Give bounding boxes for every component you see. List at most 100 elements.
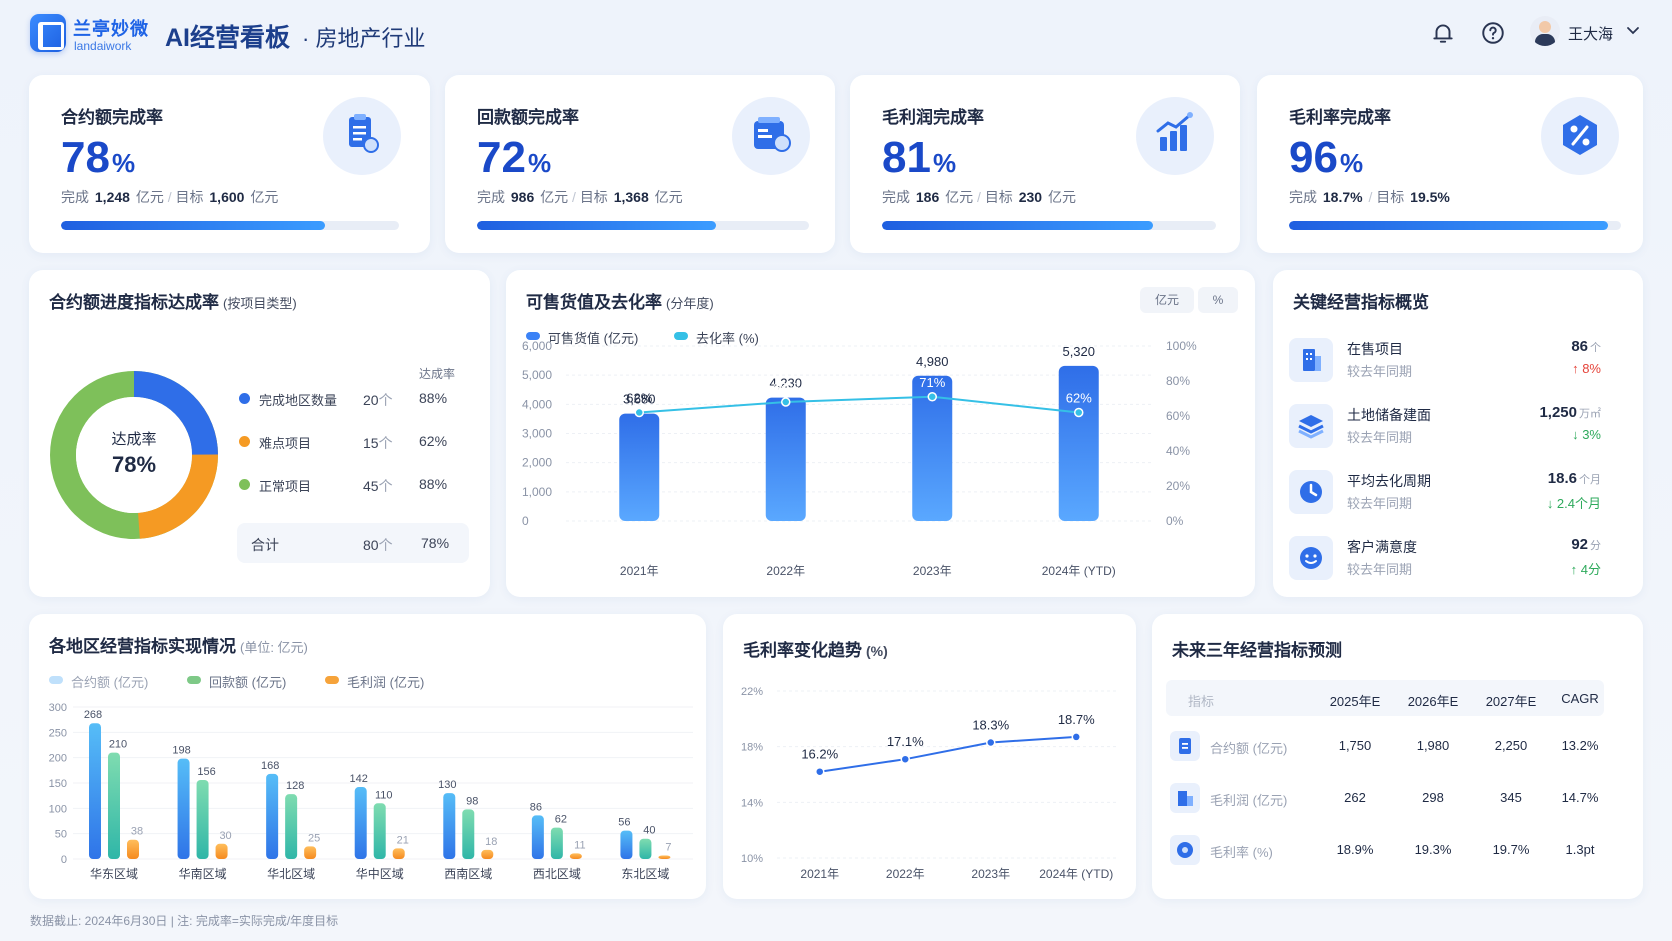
bar-value-label: 21: [397, 834, 409, 846]
metric-row-projects[interactable]: 在售项目 较去年同期 86 个 ↑ 8%: [1289, 332, 1601, 390]
rate-icon: [1170, 835, 1200, 865]
row-label: 合约额 (亿元): [1210, 741, 1288, 756]
bar-value-label: 38: [131, 826, 143, 838]
kpi-card-profit[interactable]: 毛利润完成率 81% 完成 186 亿元 / 目标 230 亿元: [850, 75, 1240, 253]
bar-value-label: 5,320: [1062, 344, 1095, 359]
x-tick-label: 2024年 (YTD): [1039, 867, 1113, 881]
kpi-detail: 完成 18.7% / 目标 19.5%: [1289, 189, 1450, 205]
line-point: [781, 397, 791, 407]
bar: [392, 848, 405, 859]
x-tick-label: 2022年: [766, 564, 805, 578]
bar-value-label: 56: [618, 817, 630, 829]
kpi-card-contract[interactable]: 合约额完成率 78% 完成 1,248 亿元 / 目标 1,600 亿元: [29, 75, 430, 253]
bar-value-label: 168: [261, 760, 279, 772]
table-cell: 19.3%: [1414, 842, 1452, 857]
bar: [177, 758, 190, 859]
y2-tick-label: 80%: [1166, 374, 1190, 388]
bar: [89, 723, 101, 859]
y2-tick-label: 0%: [1166, 514, 1184, 528]
y-tick-label: 14%: [741, 797, 763, 809]
metric-row-turnover-cycle[interactable]: 平均去化周期 较去年同期 18.6 个月 ↓ 2.4个月: [1289, 464, 1601, 522]
table-header: 指标 2025年E 2026年E 2027年E CAGR: [1166, 680, 1604, 716]
bar-value-label: 156: [197, 766, 215, 778]
metric-compare: 较去年同期: [1347, 562, 1413, 577]
kpi-value: 81%: [882, 133, 957, 182]
donut-segment-difficult: [50, 371, 218, 539]
bar: [443, 793, 456, 859]
legend-swatch: [526, 332, 540, 340]
section-title: 关键经营指标概览: [1293, 293, 1429, 312]
y-tick-label: 18%: [741, 742, 763, 754]
metric-value: 86 个: [1571, 338, 1601, 355]
metric-name: 在售项目: [1347, 341, 1403, 357]
bar: [462, 809, 475, 859]
bar: [304, 846, 317, 859]
metric-row-satisfaction[interactable]: 客户满意度 较去年同期 92 分 ↑ 4分: [1289, 530, 1601, 588]
help-icon[interactable]: [1480, 20, 1506, 46]
chevron-down-icon[interactable]: [1625, 22, 1641, 38]
metric-change: ↓ 3%: [1572, 427, 1601, 442]
y-tick-label: 100: [49, 803, 67, 815]
unit-toggle-yuan[interactable]: 亿元: [1140, 287, 1194, 313]
bell-icon[interactable]: [1430, 20, 1456, 46]
x-tick-label: 华东区域: [90, 867, 138, 881]
row-label: 毛利率 (%): [1210, 845, 1273, 860]
table-cell: 298: [1422, 790, 1444, 805]
metric-value: 18.6 个月: [1547, 470, 1601, 487]
key-metrics-card: 关键经营指标概览 在售项目 较去年同期 86 个 ↑ 8% 土地储备建面 较去年同…: [1273, 270, 1643, 597]
column-header: CAGR: [1561, 691, 1599, 706]
user-name[interactable]: 王大海: [1568, 26, 1614, 43]
bar: [196, 779, 209, 859]
smile-icon: [1289, 536, 1333, 580]
donut-center-value: 78%: [111, 452, 157, 477]
forecast-card: 未来三年经营指标预测 指标 2025年E 2026年E 2027年E CAGR …: [1152, 614, 1643, 899]
bar-value-label: 86: [530, 801, 542, 813]
user-avatar[interactable]: [1530, 16, 1560, 46]
page-title: AI经营看板: [165, 24, 291, 52]
legend-label: 完成地区数量: [259, 393, 338, 408]
achievement-donut-chart: [50, 371, 218, 539]
margin-line: [819, 735, 1077, 773]
wallet-icon: [732, 97, 810, 175]
y2-tick-label: 20%: [1166, 479, 1190, 493]
line-value-label: 18.7%: [1058, 712, 1095, 727]
x-tick-label: 2024年 (YTD): [1042, 564, 1116, 578]
brand-logo-icon: [30, 14, 66, 52]
kpi-title: 合约额完成率: [61, 108, 163, 127]
y-tick-label: 200: [49, 753, 67, 765]
metric-compare: 较去年同期: [1347, 364, 1413, 379]
line-value-label: 17.1%: [887, 734, 924, 749]
line-point: [900, 754, 910, 764]
legend-rate: 88%: [419, 476, 448, 492]
contract-icon: [1170, 731, 1200, 761]
kpi-title: 毛利润完成率: [882, 108, 984, 127]
y2-tick-label: 100%: [1166, 339, 1197, 353]
legend-label: 去化率 (%): [696, 331, 759, 346]
contract-document-icon: [323, 97, 401, 175]
x-tick-label: 华北区域: [267, 867, 315, 881]
bar-value-label: 130: [438, 779, 456, 791]
column-header: 指标: [1188, 694, 1215, 709]
metric-row-land-reserve[interactable]: 土地储备建面 较去年同期 1,250 万㎡ ↓ 3%: [1289, 398, 1601, 456]
unit-toggle-percent[interactable]: %: [1198, 287, 1238, 313]
section-title: 毛利率变化趋势 (%): [743, 641, 888, 660]
table-cell: 19.7%: [1492, 842, 1530, 857]
x-tick-label: 2022年: [886, 867, 925, 881]
brand-name-en: landaiwork: [74, 39, 132, 53]
x-tick-label: 西南区域: [444, 866, 492, 881]
bar-value-label: 18: [485, 836, 497, 848]
x-tick-label: 2021年: [620, 564, 659, 578]
kpi-card-margin[interactable]: 毛利率完成率 96% 完成 18.7% / 目标 19.5%: [1257, 75, 1643, 253]
donut-segment-completed: [50, 371, 218, 539]
bar: [619, 413, 660, 521]
legend-dot: [239, 479, 250, 490]
y-tick-label: 150: [49, 778, 67, 790]
legend-swatch: [674, 332, 688, 340]
y-tick-label: 2,000: [522, 456, 552, 470]
bar-value-label: 4,980: [916, 354, 949, 369]
line-point: [815, 766, 825, 777]
table-cell: 1,980: [1416, 738, 1450, 753]
y-tick-label: 22%: [741, 686, 763, 698]
legend-label: 毛利润 (亿元): [347, 675, 425, 690]
kpi-card-collection[interactable]: 回款额完成率 72% 完成 986 亿元 / 目标 1,368 亿元: [445, 75, 835, 253]
